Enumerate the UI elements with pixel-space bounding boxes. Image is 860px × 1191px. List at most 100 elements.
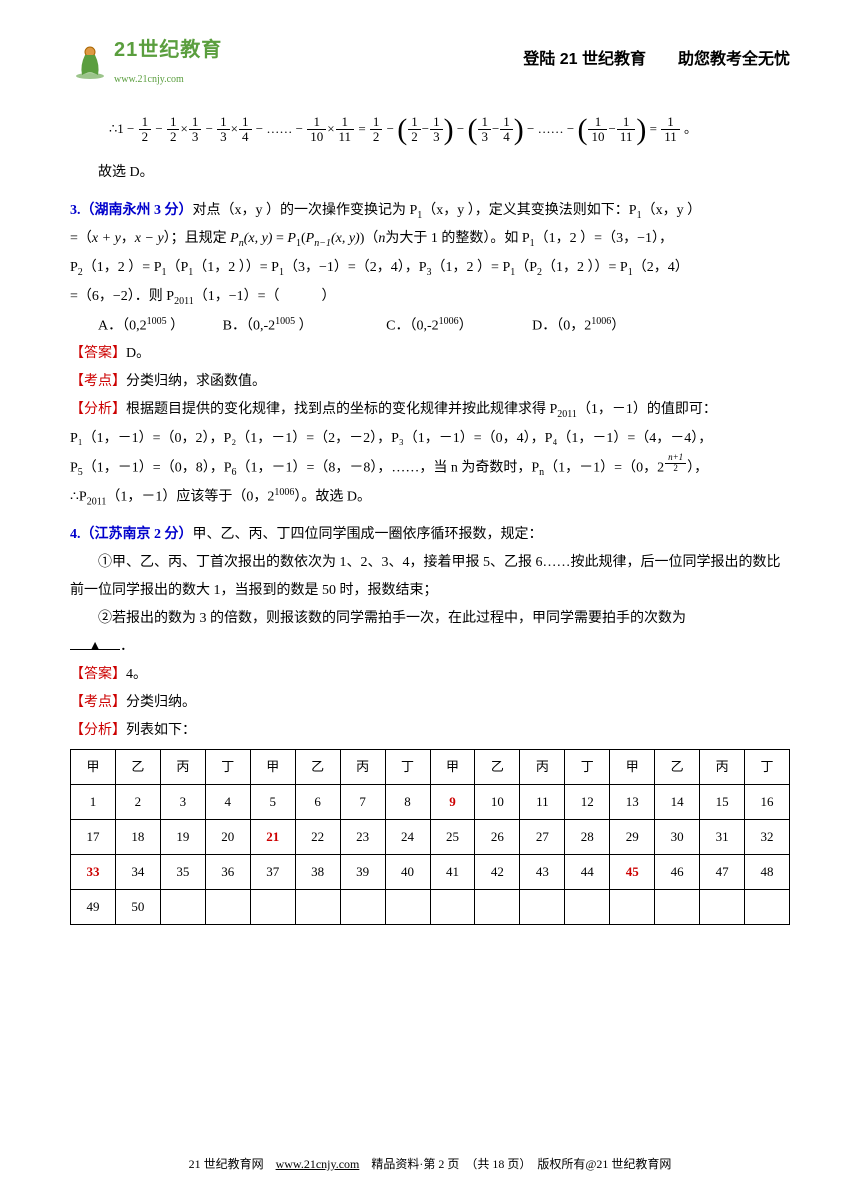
table-cell: [430, 889, 475, 924]
table-cell: 14: [655, 784, 700, 819]
table-cell: [340, 889, 385, 924]
slogan-num: 21: [555, 51, 582, 68]
eq1-conclusion: 故选 D。: [70, 159, 790, 187]
table-cell: 16: [745, 784, 790, 819]
header-slogan: 登陆 21 世纪教育 助您教考全无忧: [523, 44, 790, 76]
table-header-cell: 乙: [475, 749, 520, 784]
slogan-mid: 世纪教育: [582, 51, 646, 68]
q3-opt-b[interactable]: B．（0,-21005 ）: [223, 312, 313, 341]
table-cell: 33: [71, 854, 116, 889]
table-cell: [520, 889, 565, 924]
q3-label: 3.（湖南永州 3 分）: [70, 203, 193, 218]
table-cell: 38: [295, 854, 340, 889]
table-cell: [295, 889, 340, 924]
q4-stem: 4.（江苏南京 2 分）甲、乙、丙、丁四位同学围成一圈依序循环报数，规定：: [70, 521, 790, 549]
table-header-cell: 丁: [205, 749, 250, 784]
q3-line3: P2（1，2 ）= P1（P1（1，2 ））= P1（3，−1）=（2，4），P…: [70, 254, 790, 283]
logo: 21世纪教育 www.21cnjy.com: [70, 30, 222, 90]
q4-answer: 【答案】4。: [70, 661, 790, 689]
table-cell: 26: [475, 819, 520, 854]
q3-concl: ∴P2011（1，－1）应该等于（0，21006）。故选 D。: [70, 483, 790, 512]
slogan-gap: [646, 51, 678, 68]
table-header-cell: 丙: [340, 749, 385, 784]
footer-url[interactable]: www.21cnjy.com: [276, 1157, 360, 1171]
table-header-cell: 乙: [655, 749, 700, 784]
table-cell: 40: [385, 854, 430, 889]
footer-site: 21 世纪教育网: [189, 1157, 264, 1171]
table-cell: 5: [250, 784, 295, 819]
page-header: 21世纪教育 www.21cnjy.com 登陆 21 世纪教育 助您教考全无忧: [70, 30, 790, 90]
table-cell: 28: [565, 819, 610, 854]
dots1: ……: [266, 121, 292, 136]
table-cell: 43: [520, 854, 565, 889]
q3-opt-a[interactable]: A．（0,21005 ）: [98, 312, 184, 341]
table-cell: [610, 889, 655, 924]
table-cell: 3: [160, 784, 205, 819]
table-cell: 18: [115, 819, 160, 854]
table-cell: 46: [655, 854, 700, 889]
logo-text-block: 21世纪教育 www.21cnjy.com: [114, 30, 222, 90]
table-cell: 12: [565, 784, 610, 819]
q3-opt-c[interactable]: C．（0,-21006）: [386, 312, 473, 341]
table-cell: [655, 889, 700, 924]
table-cell: 10: [475, 784, 520, 819]
q4-rule2: ②若报出的数为 3 的倍数，则报该数的同学需拍手一次，在此过程中，甲同学需要拍手…: [70, 605, 790, 633]
table-cell: 30: [655, 819, 700, 854]
table-cell: [475, 889, 520, 924]
q3-options: A．（0,21005 ） B．（0,-21005 ） C．（0,-21006） …: [70, 312, 790, 341]
q3-answer: 【答案】D。: [70, 340, 790, 368]
table-header-cell: 丁: [565, 749, 610, 784]
table-cell: [700, 889, 745, 924]
table-cell: 13: [610, 784, 655, 819]
table-cell: 15: [700, 784, 745, 819]
logo-main-text: 21世纪教育: [114, 30, 222, 70]
table-header-cell: 丙: [700, 749, 745, 784]
table-cell: 7: [340, 784, 385, 819]
table-cell: [385, 889, 430, 924]
table-cell: 29: [610, 819, 655, 854]
table-cell: 36: [205, 854, 250, 889]
fill-blank[interactable]: ▲: [70, 633, 120, 650]
table-header-cell: 乙: [115, 749, 160, 784]
q3-line2: =（x + y，x − y）；且规定 Pn(x, y) = P1(Pn−1(x,…: [70, 225, 790, 254]
table-cell: 31: [700, 819, 745, 854]
q4-keypoint: 【考点】分类归纳。: [70, 689, 790, 717]
table-header-cell: 丁: [745, 749, 790, 784]
q4-blank: ▲．: [70, 633, 790, 661]
q3-opt-d[interactable]: D．（0，21006）: [532, 312, 625, 341]
logo-icon: [70, 40, 110, 80]
table-header-cell: 甲: [71, 749, 116, 784]
table-cell: 25: [430, 819, 475, 854]
table-cell: [160, 889, 205, 924]
table-cell: [565, 889, 610, 924]
table-cell: 2: [115, 784, 160, 819]
q4-rule1: ①甲、乙、丙、丁首次报出的数依次为 1、2、3、4，接着甲报 5、乙报 6……按…: [70, 549, 790, 605]
table-cell: 49: [71, 889, 116, 924]
table-cell: 45: [610, 854, 655, 889]
table-cell: 44: [565, 854, 610, 889]
table-cell: 48: [745, 854, 790, 889]
q3-keypoint: 【考点】分类归纳，求函数值。: [70, 368, 790, 396]
table-cell: 42: [475, 854, 520, 889]
table-header-cell: 丙: [520, 749, 565, 784]
table-cell: 1: [71, 784, 116, 819]
table-cell: [250, 889, 295, 924]
table-cell: 4: [205, 784, 250, 819]
q3-stem: 3.（湖南永州 3 分）对点（x，y ）的一次操作变换记为 P1（x，y ），定…: [70, 197, 790, 226]
table-header-cell: 甲: [610, 749, 655, 784]
table-cell: 27: [520, 819, 565, 854]
table-cell: 9: [430, 784, 475, 819]
table-cell: 20: [205, 819, 250, 854]
slogan-prefix: 登陆: [523, 51, 555, 68]
q3-seq1: P₁（1，－1）=（0，2），P₂（1，－1）=（2，－2），P₃（1，－1）=…: [70, 425, 790, 453]
content-body: ∴1 − 12 − 12×13 − 13×14 − …… − 110×111 =…: [70, 115, 790, 925]
table-cell: 8: [385, 784, 430, 819]
table-cell: 24: [385, 819, 430, 854]
table-cell: 6: [295, 784, 340, 819]
q3-analysis: 【分析】根据题目提供的变化规律，找到点的坐标的变化规律并按此规律求得 P2011…: [70, 396, 790, 425]
table-cell: 22: [295, 819, 340, 854]
q4-label: 4.（江苏南京 2 分）: [70, 527, 193, 542]
footer-pageinfo: 精品资料·第 2 页 （共 18 页） 版权所有@21 世纪教育网: [371, 1157, 671, 1171]
table-cell: 32: [745, 819, 790, 854]
table-cell: [205, 889, 250, 924]
